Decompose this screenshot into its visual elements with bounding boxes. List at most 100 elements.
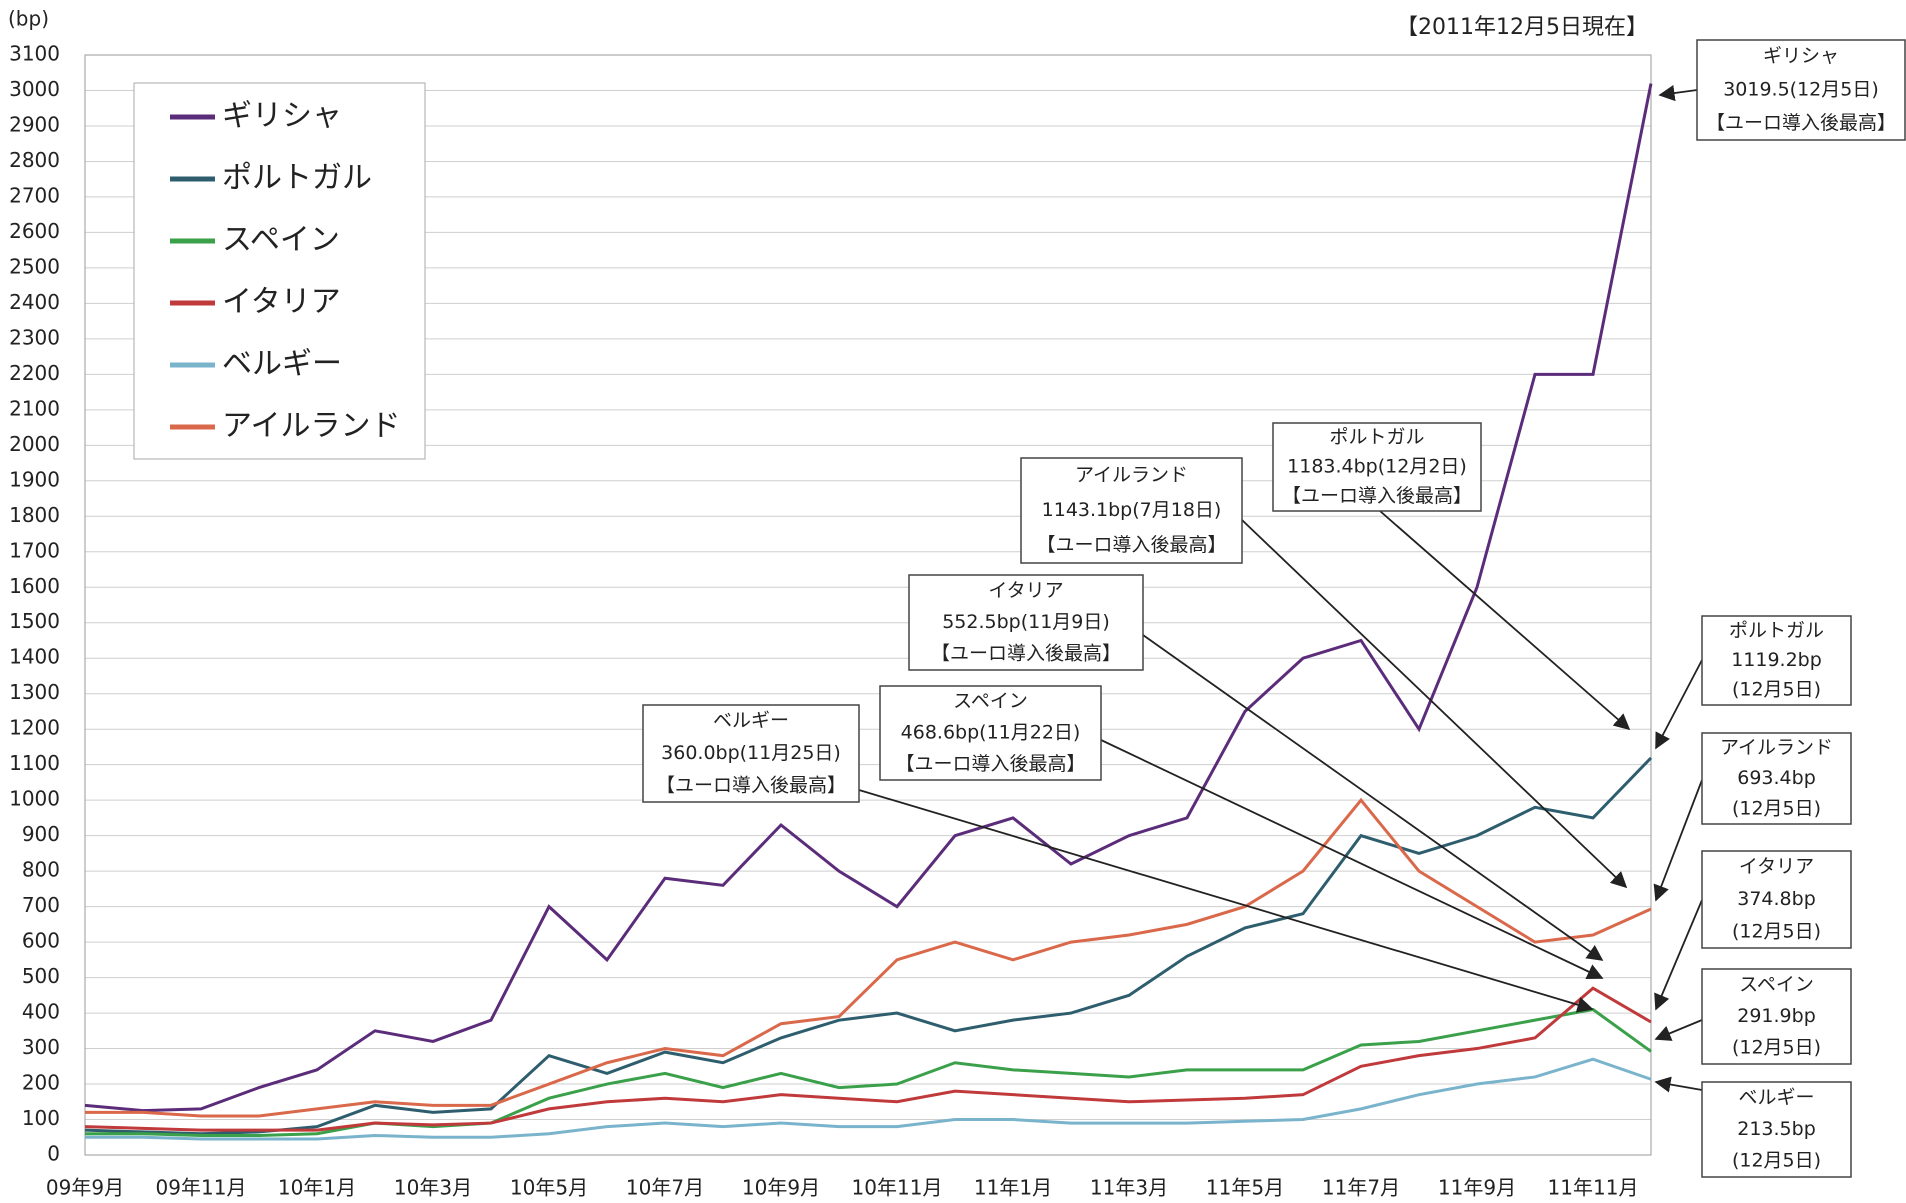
y-tick-label: 2200 xyxy=(9,361,60,385)
annotation-text: 1119.2bp xyxy=(1731,649,1822,671)
annotation-arrow xyxy=(1241,519,1628,889)
annotation-box xyxy=(1701,1081,1852,1178)
x-tick-label: 11年9月 xyxy=(1438,1176,1516,1200)
annotation-box xyxy=(1272,422,1482,512)
x-tick-label: 10年7月 xyxy=(626,1176,704,1200)
x-tick-label: 11年1月 xyxy=(974,1176,1052,1200)
x-tick-label: 10年5月 xyxy=(510,1176,588,1200)
y-tick-label: 2700 xyxy=(9,183,60,207)
annotation-text: 【ユーロ導入後最高】 xyxy=(1036,534,1226,556)
annotation-box xyxy=(879,685,1102,781)
y-tick-label: 2100 xyxy=(9,396,60,420)
annotation-text: 【ユーロ導入後最高】 xyxy=(1706,112,1896,134)
y-tick-label: 500 xyxy=(22,964,60,988)
annotation-text: スペイン xyxy=(1739,973,1814,995)
annotation-text: 【ユーロ導入後最高】 xyxy=(895,753,1085,775)
x-tick-label: 11年5月 xyxy=(1206,1176,1284,1200)
y-tick-label: 2600 xyxy=(9,219,60,243)
annotation-text: 【ユーロ導入後最高】 xyxy=(656,774,846,796)
annotation-text: ベルギー xyxy=(1738,1086,1814,1108)
y-tick-label: 1500 xyxy=(9,609,60,633)
annotation-text: (12月5日) xyxy=(1732,1037,1821,1059)
annotation-arrow xyxy=(1654,899,1703,1011)
annotation-arrow xyxy=(1655,659,1703,750)
annotation-box xyxy=(1020,457,1243,564)
y-tick-label: 600 xyxy=(22,929,60,953)
x-tick-label: 10年3月 xyxy=(394,1176,472,1200)
annotation-text: 【ユーロ導入後最高】 xyxy=(1282,485,1472,507)
y-tick-label: 100 xyxy=(22,1106,60,1130)
legend-label: ベルギー xyxy=(222,347,342,382)
annotation-box xyxy=(1701,615,1852,706)
annotation-arrow xyxy=(1379,510,1631,731)
annotation-text: 360.0bp(11月25日) xyxy=(661,742,841,764)
y-tick-label: 3100 xyxy=(9,42,60,66)
annotation-text: 291.9bp xyxy=(1737,1005,1816,1027)
annotation-text: 3019.5(12月5日) xyxy=(1723,79,1879,101)
annotation-text: 374.8bp xyxy=(1737,888,1816,910)
annotation-text: 1183.4bp(12月2日) xyxy=(1287,456,1467,478)
annotation-text: 【ユーロ導入後最高】 xyxy=(931,643,1121,665)
legend-label: ギリシャ xyxy=(222,99,342,134)
y-tick-label: 400 xyxy=(22,1000,60,1024)
annotation-text: アイルランド xyxy=(1720,737,1833,759)
annotation-arrow xyxy=(1653,779,1703,902)
y-tick-label: 1300 xyxy=(9,680,60,704)
annotation-arrow xyxy=(1654,1019,1703,1041)
y-tick-label: 1700 xyxy=(9,538,60,562)
y-tick-label: 1800 xyxy=(9,503,60,527)
series-line xyxy=(85,797,1652,1118)
annotation-text: ベルギー xyxy=(713,710,789,732)
annotation-box xyxy=(1701,968,1852,1065)
series-line xyxy=(85,1007,1652,1137)
annotation-text: イタリア xyxy=(1739,856,1814,878)
y-tick-label: 2900 xyxy=(9,112,60,136)
legend-label: ポルトガル xyxy=(222,161,372,196)
y-tick-label: 800 xyxy=(22,858,60,882)
x-tick-label: 10年11月 xyxy=(852,1176,943,1200)
annotation-box xyxy=(642,704,860,803)
y-tick-label: 1400 xyxy=(9,645,60,669)
x-tick-label: 09年11月 xyxy=(156,1176,247,1200)
annotation-box xyxy=(908,574,1144,671)
annotation-box xyxy=(1696,39,1906,141)
y-tick-label: 2400 xyxy=(9,290,60,314)
y-tick-label: 300 xyxy=(22,1035,60,1059)
series-line xyxy=(84,986,1652,1132)
annotation-text: ポルトガル xyxy=(1329,426,1424,448)
y-tick-label: 1100 xyxy=(9,751,60,775)
y-tick-label: 0 xyxy=(47,1142,60,1166)
annotation-text: ギリシャ xyxy=(1763,45,1839,67)
annotation-text: スペイン xyxy=(953,690,1028,712)
annotation-box xyxy=(1701,732,1852,825)
y-tick-label: 1200 xyxy=(9,716,60,740)
y-tick-label: 200 xyxy=(22,1071,60,1095)
as-of: 【2011年12月5日現在】 xyxy=(1396,15,1648,40)
series-line xyxy=(84,83,1653,1113)
y-tick-label: 2800 xyxy=(9,148,60,172)
y-tick-label: 1900 xyxy=(9,467,60,491)
annotation-text: 213.5bp xyxy=(1737,1118,1816,1140)
annotation-text: アイルランド xyxy=(1075,464,1188,486)
y-tick-label: 2500 xyxy=(9,254,60,278)
x-tick-label: 11年3月 xyxy=(1090,1176,1168,1200)
annotation-text: 1143.1bp(7月18日) xyxy=(1042,499,1222,521)
annotation-text: 468.6bp(11月22日) xyxy=(901,722,1081,744)
y-tick-label: 2000 xyxy=(9,432,60,456)
annotation-text: (12月5日) xyxy=(1732,1150,1821,1172)
x-tick-label: 10年1月 xyxy=(278,1176,356,1200)
annotation-text: 552.5bp(11月9日) xyxy=(942,611,1110,633)
annotation-box xyxy=(1701,850,1852,949)
unit-label: (bp) xyxy=(8,7,49,31)
y-tick-label: 1600 xyxy=(9,574,60,598)
annotation-arrow xyxy=(1142,634,1604,961)
x-tick-label: 11年11月 xyxy=(1548,1176,1639,1200)
annotation-text: (12月5日) xyxy=(1732,920,1821,942)
y-tick-label: 700 xyxy=(22,893,60,917)
series-line xyxy=(84,756,1653,1136)
annotation-text: (12月5日) xyxy=(1732,679,1821,701)
series-line xyxy=(85,1057,1652,1141)
x-tick-label: 11年7月 xyxy=(1322,1176,1400,1200)
y-tick-label: 3000 xyxy=(9,77,60,101)
